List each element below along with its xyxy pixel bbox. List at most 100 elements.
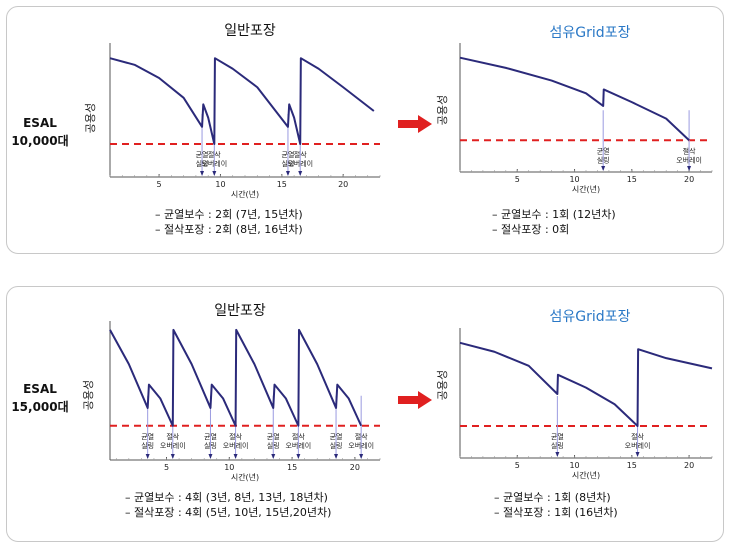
event-marker-arrow: [555, 452, 560, 457]
performance-curve: [459, 56, 690, 141]
event-label: 실링: [141, 441, 154, 450]
summary-line: – 균열보수 : 1회 (12년차): [492, 208, 616, 221]
x-tick-label: 15: [627, 175, 637, 184]
summary-line: – 균열보수 : 2회 (7년, 15년차): [155, 208, 303, 221]
event-label: 실링: [204, 441, 217, 450]
y-axis-label: 공용성: [82, 380, 95, 410]
x-tick-label: 10: [224, 463, 234, 472]
performance-curve: [459, 341, 713, 427]
esal-label-15000: ESAL 15,000대: [10, 380, 70, 416]
event-marker-arrow: [208, 454, 213, 459]
event-marker-arrow: [298, 171, 303, 176]
performance-curve: [109, 328, 363, 427]
event-label: 절삭: [166, 432, 179, 441]
event-label: 절삭: [292, 432, 305, 441]
esal-value-text: 10,000대: [11, 134, 69, 148]
event-label: 오버레이: [223, 441, 249, 450]
event-label: 실링: [330, 441, 343, 450]
chart-title-grid-top: 섬유Grid포장: [549, 25, 631, 41]
panel-esal-15000: [6, 286, 724, 542]
event-label: 오버레이: [201, 159, 227, 168]
arrow-right-icon: [398, 391, 432, 409]
event-label: 오버레이: [285, 441, 311, 450]
esal-label-text: ESAL: [23, 116, 57, 130]
event-label: 실링: [267, 441, 280, 450]
x-axis-label: 시간(년): [572, 470, 600, 480]
esal-value-text: 15,000대: [11, 400, 69, 414]
x-tick-label: 20: [684, 175, 694, 184]
chart-title-grid-bottom: 섬유Grid포장: [549, 309, 631, 325]
summary-line: – 절삭포장 : 4회 (5년, 10년, 15년,20년차): [125, 506, 332, 519]
esal-label-10000: ESAL 10,000대: [10, 114, 70, 150]
y-axis-label: 공용성: [436, 370, 449, 400]
event-marker-arrow: [334, 454, 339, 459]
event-label: 오버레이: [348, 441, 374, 450]
x-tick-label: 5: [164, 463, 169, 472]
event-label: 오버레이: [287, 159, 313, 168]
x-tick-label: 20: [684, 461, 694, 470]
x-tick-label: 10: [569, 175, 579, 184]
event-marker-arrow: [170, 454, 175, 459]
event-marker-arrow: [601, 166, 606, 171]
x-tick-label: 5: [515, 461, 520, 470]
event-marker-arrow: [296, 454, 301, 459]
event-label: 균열: [597, 147, 610, 155]
event-marker-arrow: [200, 171, 205, 176]
event-label: 오버레이: [676, 155, 702, 164]
summary-grid-bottom: – 균열보수 : 1회 (8년차) – 절삭포장 : 1회 (16년차): [494, 490, 618, 520]
event-label: 실링: [597, 155, 610, 164]
chart-title-general-top: 일반포장: [224, 23, 276, 39]
event-marker-arrow: [212, 171, 217, 176]
event-label: 실링: [282, 159, 295, 168]
event-marker-arrow: [233, 454, 238, 459]
x-tick-label: 5: [515, 175, 520, 184]
x-axis-label: 시간(년): [231, 189, 259, 199]
summary-line: – 균열보수 : 4회 (3년, 8년, 13년, 18년차): [125, 491, 328, 504]
event-marker-arrow: [271, 454, 276, 459]
event-label: 균열: [141, 433, 154, 441]
x-tick-label: 20: [338, 180, 348, 189]
performance-curve: [109, 57, 375, 145]
esal-label-text: ESAL: [23, 382, 57, 396]
x-tick-label: 20: [350, 463, 360, 472]
x-tick-label: 10: [569, 461, 579, 470]
y-axis-label: 공용성: [436, 95, 449, 125]
x-axis-label: 시간(년): [572, 184, 600, 194]
arrow-right-icon: [398, 115, 432, 133]
event-label: 균열: [267, 433, 280, 441]
event-marker-arrow: [687, 166, 692, 171]
event-label: 균열: [282, 151, 295, 159]
event-marker-arrow: [359, 454, 364, 459]
x-tick-label: 15: [277, 180, 287, 189]
chart-title-general-bottom: 일반포장: [214, 303, 266, 319]
summary-line: – 절삭포장 : 0회: [492, 223, 570, 236]
x-tick-label: 5: [157, 180, 162, 189]
x-tick-label: 10: [215, 180, 225, 189]
event-label: 균열: [196, 151, 209, 159]
panel-esal-10000: [6, 6, 724, 254]
summary-line: – 절삭포장 : 2회 (8년, 16년차): [155, 223, 303, 236]
summary-general-bottom: – 균열보수 : 4회 (3년, 8년, 13년, 18년차) – 절삭포장 :…: [125, 490, 331, 520]
event-marker-arrow: [635, 452, 640, 457]
event-label: 실링: [551, 441, 564, 450]
event-label: 절삭: [229, 432, 242, 441]
event-label: 절삭: [294, 150, 307, 159]
event-label: 절삭: [208, 150, 221, 159]
summary-general-top: – 균열보수 : 2회 (7년, 15년차) – 절삭포장 : 2회 (8년, …: [155, 207, 303, 237]
event-label: 절삭: [683, 146, 696, 155]
event-marker-arrow: [145, 454, 150, 459]
event-label: 균열: [204, 433, 217, 441]
summary-line: – 균열보수 : 1회 (8년차): [494, 491, 611, 504]
x-tick-label: 15: [287, 463, 297, 472]
y-axis-label: 공용성: [84, 103, 97, 133]
event-marker-arrow: [285, 171, 290, 176]
event-label: 절삭: [355, 432, 368, 441]
event-label: 균열: [551, 433, 564, 441]
x-axis-label: 시간(년): [231, 472, 259, 482]
summary-grid-top: – 균열보수 : 1회 (12년차) – 절삭포장 : 0회: [492, 207, 616, 237]
x-tick-label: 15: [627, 461, 637, 470]
